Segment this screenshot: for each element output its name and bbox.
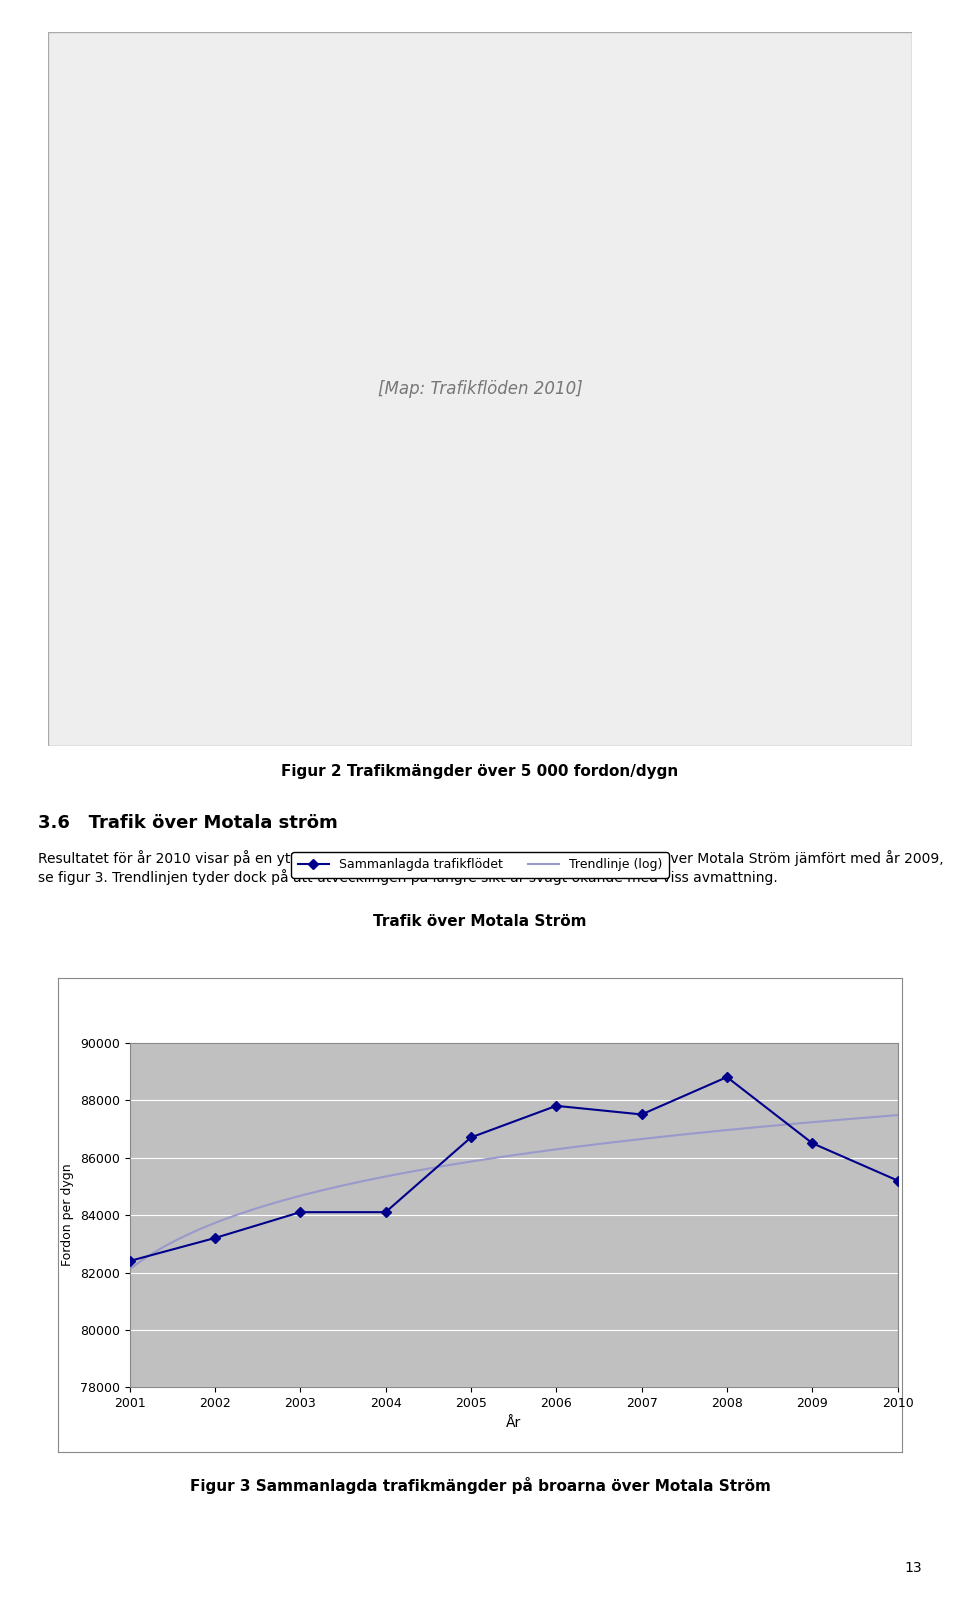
Trendlinje (log) <box>771 1116 782 1136</box>
Trendlinje (log) <box>127 1258 138 1277</box>
Trendlinje (log) <box>579 1136 590 1155</box>
Text: Resultatet för år 2010 visar på en ytterligare minskning av fordon som trafikera: Resultatet för år 2010 visar på en ytter… <box>38 850 944 885</box>
Trendlinje (log) <box>581 1136 592 1155</box>
Text: Figur 2 Trafikmängder över 5 000 fordon/dygn: Figur 2 Trafikmängder över 5 000 fordon/… <box>281 764 679 780</box>
Sammanlagda trafikflödet <box>636 1105 647 1124</box>
Trendlinje (log) <box>892 1105 903 1124</box>
Title: Trafik över Motala Ström: Trafik över Motala Ström <box>373 914 587 929</box>
X-axis label: År: År <box>506 1416 521 1429</box>
Trendlinje (log) <box>594 1134 606 1153</box>
FancyBboxPatch shape <box>48 32 912 746</box>
Sammanlagda trafikflödet <box>209 1229 221 1248</box>
Legend: Sammanlagda trafikflödet, Trendlinje (log): Sammanlagda trafikflödet, Trendlinje (lo… <box>292 852 668 877</box>
Y-axis label: Fordon per dygn: Fordon per dygn <box>61 1165 74 1266</box>
Text: [Map: Trafikflöden 2010]: [Map: Trafikflöden 2010] <box>377 380 583 398</box>
Sammanlagda trafikflödet <box>124 1251 135 1270</box>
Sammanlagda trafikflödet <box>806 1134 818 1153</box>
Sammanlagda trafikflödet <box>550 1096 562 1115</box>
Sammanlagda trafikflödet <box>721 1068 732 1088</box>
Sammanlagda trafikflödet <box>892 1171 903 1190</box>
Trendlinje (log) <box>820 1112 831 1131</box>
Text: 13: 13 <box>904 1561 922 1575</box>
Line: Trendlinje (log): Trendlinje (log) <box>130 1115 898 1269</box>
Text: Figur 3 Sammanlagda trafikmängder på broarna över Motala Ström: Figur 3 Sammanlagda trafikmängder på bro… <box>189 1477 771 1493</box>
Sammanlagda trafikflödet <box>380 1203 392 1222</box>
Sammanlagda trafikflödet <box>295 1203 306 1222</box>
Trendlinje (log) <box>124 1259 135 1278</box>
Text: 3.6   Trafik över Motala ström: 3.6 Trafik över Motala ström <box>38 813 338 832</box>
Line: Sammanlagda trafikflödet: Sammanlagda trafikflödet <box>126 1073 901 1264</box>
Sammanlagda trafikflödet <box>466 1128 477 1147</box>
